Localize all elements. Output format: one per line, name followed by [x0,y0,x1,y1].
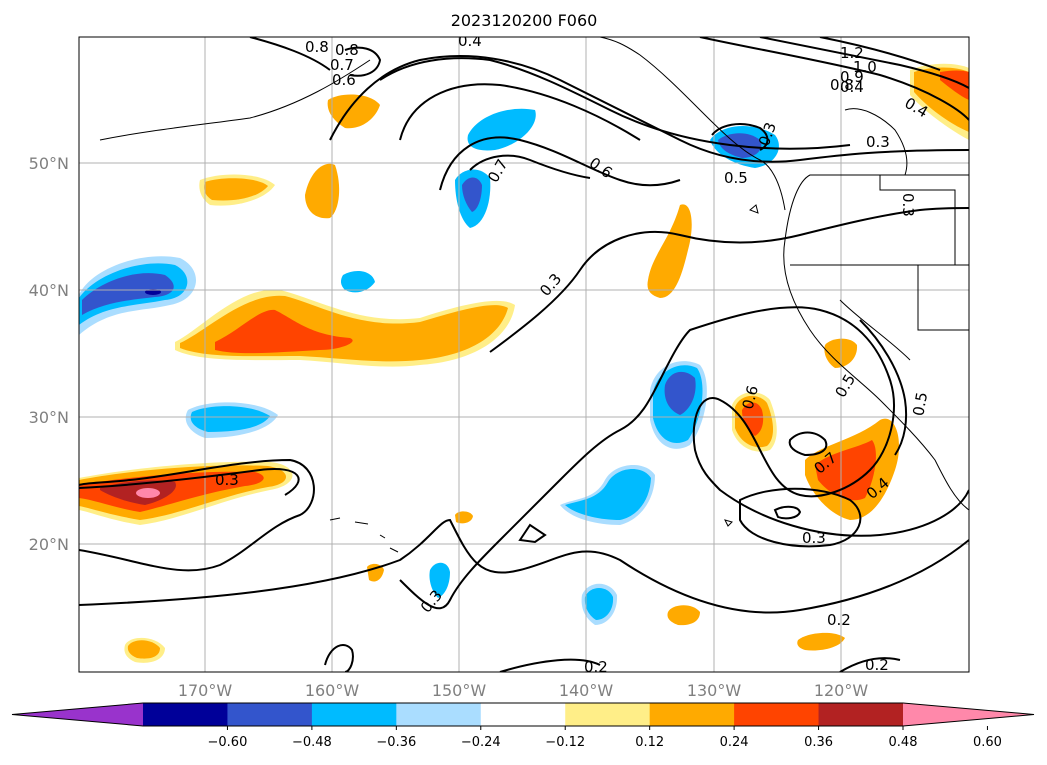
lat-label: 30°N [29,408,69,427]
negative-anomaly-shade [664,371,696,415]
contour-label: 0.4 [458,32,482,50]
contour-label: 0.3 [215,471,239,489]
colorbar-swatch [143,703,228,726]
colorbar-swatch [818,703,904,726]
shaded-fields [79,63,969,663]
map-content: 1.2 1.0 0.8 0.7 0.6 0.4 0.7 0.6 0.5 0.3 … [79,32,969,676]
lat-label: 50°N [29,154,69,173]
colorbar-extension-high [903,703,1034,726]
negative-anomaly-shade [462,177,482,212]
contour-label: 0.6 [739,384,763,412]
colorbar-swatch [311,703,397,726]
contour-label: 0.8 [830,76,854,94]
colorbar-tick-label: 0.60 [973,735,1002,750]
negative-anomaly-shade [429,562,450,598]
contours [79,37,969,672]
colorbar-tick-label: 0.36 [804,735,833,750]
colorbar-extension-low [12,703,143,726]
lon-label: 130°W [687,681,742,700]
map-frame [78,36,970,673]
colorbar-tick-label: −0.12 [545,735,585,750]
colorbar-tick-label: −0.36 [376,735,416,750]
lat-label: 20°N [29,535,69,554]
positive-anomaly-shade [667,605,700,626]
lon-label: 140°W [559,681,614,700]
colorbar-swatch [480,703,566,726]
contour-label: 1.2 [840,44,864,62]
colorbar: −0.60 −0.48 −0.36 −0.24 −0.12 0.12 0.24 0.36 0.4… [11,702,1035,750]
contour-label: 0.3 [866,133,890,151]
contour-label: 0.3 [899,193,917,217]
lat-label: 40°N [29,281,69,300]
colorbar-tick-label: 0.24 [720,735,749,750]
colorbar-swatch [396,703,482,726]
colorbar-tick-label: −0.60 [208,735,248,750]
contour-label: 1.0 [853,58,877,76]
contour-label: 0.5 [724,169,748,187]
longitude-labels: 170°W 160°W 150°W 140°W 130°W 120°W [178,681,869,700]
positive-anomaly-shade [215,309,353,354]
positive-anomaly-shade [815,440,876,501]
negative-anomaly-shade [584,588,614,620]
contour-label: 0.2 [584,658,608,676]
contour-label: 0.4 [840,78,864,96]
map-title: 2023120200 F060 [451,11,598,30]
lon-label: 120°W [814,681,869,700]
graticule [79,37,969,672]
positive-anomaly-shade [204,178,268,201]
negative-anomaly-shade [190,406,270,432]
contour-label: 0.2 [865,656,889,674]
colorbar-tick-label: −0.24 [461,735,501,750]
colorbar-tick-label: 0.48 [889,735,918,750]
contour-label: 0.8 [305,38,329,56]
lon-label: 150°W [432,681,487,700]
contour-label: 0.3 [802,529,826,547]
colorbar-swatch [227,703,313,726]
contour-label: 0.8 [335,41,359,59]
colorbar-swatch [565,703,651,726]
lon-label: 170°W [178,681,233,700]
latitude-labels: 50°N 40°N 30°N 20°N [29,154,69,554]
colorbar-tick-label: −0.48 [292,735,332,750]
contour-label: 0.6 [332,71,356,89]
contour-label: 0.7 [330,56,354,74]
contour-label: 0.5 [909,391,931,418]
positive-anomaly-shade [367,563,384,582]
coastlines [99,37,969,553]
negative-anomaly-shade [340,270,375,293]
lon-label: 160°W [305,681,360,700]
positive-anomaly-shade [305,163,340,219]
colorbar-tick-label: 0.12 [635,735,664,750]
positive-anomaly-shade [647,204,692,298]
positive-anomaly-shade [136,488,160,498]
negative-anomaly-shade [82,273,174,315]
positive-anomaly-shade [797,632,845,651]
colorbar-swatch [649,703,735,726]
colorbar-outline [11,702,1035,727]
colorbar-swatch [734,703,820,726]
positive-anomaly-shade [127,640,160,659]
contour-label: 0.9 [840,68,864,86]
contour-label: 0.2 [827,611,851,629]
